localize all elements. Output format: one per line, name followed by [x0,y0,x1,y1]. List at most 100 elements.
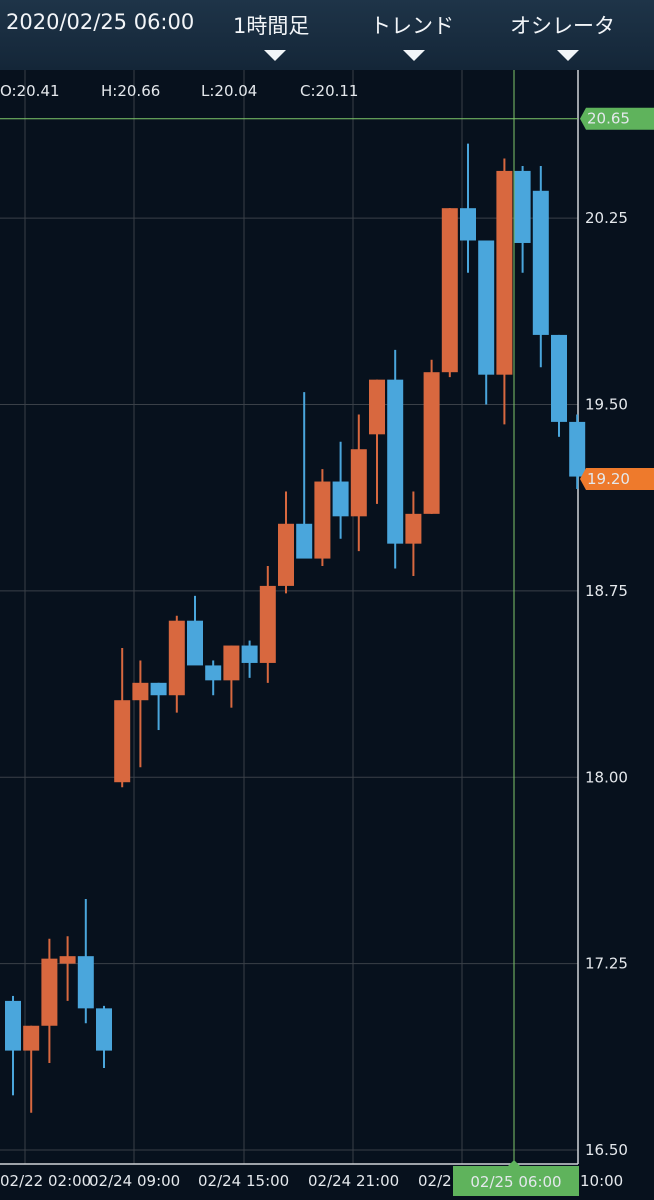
price-tick-label: 18.00 [585,768,628,786]
trend-selector[interactable]: トレンド [370,14,454,38]
candle [5,995,21,1096]
candle [496,158,513,425]
candle [532,165,549,368]
crosshair [0,70,578,1164]
price-tick-label: 19.50 [585,396,628,414]
ohlc-high: H:20.66 [101,82,160,100]
crosshair-time-notch [508,1160,520,1166]
candlestick-chart[interactable]: 20.25 19.50 18.75 18.00 17.25 16.50 02/22 02:… [0,70,654,1200]
candle [369,379,385,504]
candle [350,414,367,552]
candle-body [59,956,76,964]
candle-body [241,645,258,663]
candles-group [5,143,586,1113]
candle-body [478,240,495,375]
candle [150,682,167,731]
candle [168,615,185,713]
candle-body [223,645,240,681]
candle [41,938,58,1064]
candle-body [41,958,58,1026]
candle-body [96,1008,112,1051]
crosshair-time-label: 02/25 06:00 [470,1173,561,1191]
ohlc-open: O:20.41 [0,82,60,100]
datetime-label: 2020/02/25 06:00 [6,10,195,34]
crosshair-price-label: 20.65 [587,110,630,128]
trend-dropdown-arrow-icon[interactable] [403,50,425,61]
timeframe-selector[interactable]: 1時間足 [233,14,310,38]
candle [59,936,76,1001]
time-tick-label: 02/22 02:00 [0,1172,91,1190]
time-tick-label: 02/24 09:00 [89,1172,180,1190]
candle [478,240,495,405]
candle-body [259,585,276,663]
grid-lines [0,70,578,1164]
candle-body [187,620,203,666]
candle [405,491,422,576]
time-tick-label: 02/24 15:00 [198,1172,289,1190]
oscillator-selector[interactable]: オシレータ [510,14,615,38]
candle [314,469,331,567]
candle-body [332,481,349,517]
candle [441,208,458,378]
crosshair-price-badge [580,107,654,130]
candle-body [551,334,567,422]
candle-body [569,421,586,477]
time-tick-label: 02/24 21:00 [308,1172,399,1190]
candle [96,1005,112,1068]
current-price-label: 19.20 [587,470,630,488]
current-price-badge [580,468,654,491]
ohlc-low: L:20.04 [201,82,257,100]
oscillator-dropdown-arrow-icon[interactable] [557,50,579,61]
candle [241,640,258,678]
candle-body [150,682,167,696]
candle [569,414,586,489]
candle-body [441,208,458,373]
candle [205,660,222,696]
candle-body [387,379,404,544]
candle [423,359,440,514]
candle-body [5,1000,21,1051]
price-tick-label: 18.75 [585,582,628,600]
candle-body [132,682,149,701]
candle-body [314,481,331,559]
candle-body [114,700,131,783]
candle-body [350,449,367,517]
candle [223,645,240,708]
time-tick-label: 02/2 [418,1172,452,1190]
candle [332,441,349,539]
candle [387,349,404,569]
timeframe-dropdown-arrow-icon[interactable] [264,50,286,61]
candle-body [496,170,513,375]
price-badges: 20.65 19.20 02/25 06:00 [453,107,654,1196]
candle-body [296,523,313,559]
candle [514,165,531,273]
candle-body [423,372,440,514]
candle [296,392,313,559]
candle-body [77,956,94,1009]
candle [259,566,276,683]
candle [278,491,294,594]
candle [23,1025,40,1113]
ohlc-close: C:20.11 [300,82,358,100]
candle [77,899,94,1024]
candle-body [405,513,422,544]
top-toolbar: 2020/02/25 06:00 1時間足 トレンド オシレータ [0,0,654,71]
candle [132,660,149,768]
price-tick-label: 16.50 [585,1141,628,1159]
candle-body [168,620,185,696]
candle [187,595,203,666]
time-tick-label: 10:00 [580,1172,623,1190]
candle-body [514,170,531,243]
price-tick-labels: 20.25 19.50 18.75 18.00 17.25 16.50 [585,209,628,1159]
candle-body [460,208,476,241]
candle-body [205,665,222,681]
candle [551,334,567,437]
candle [460,143,476,273]
candle-body [278,523,294,586]
crosshair-time-badge [453,1166,579,1196]
price-tick-label: 17.25 [585,955,628,973]
candle-body [532,190,549,335]
candle-body [23,1025,40,1051]
price-tick-label: 20.25 [585,209,628,227]
